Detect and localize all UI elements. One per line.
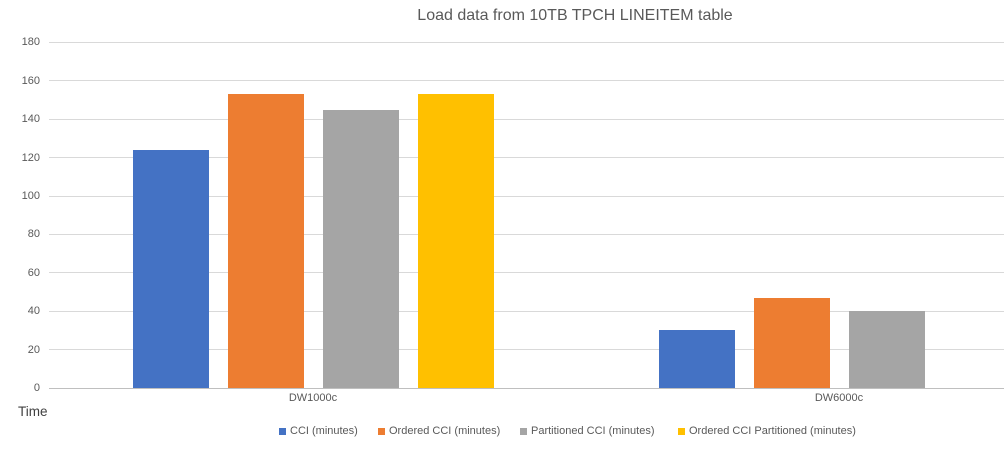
legend-swatch-cci-minutes bbox=[279, 427, 286, 435]
legend-swatch-ordered-cci-partitioned-minutes bbox=[678, 427, 685, 435]
legend-swatch-ordered-cci-minutes bbox=[378, 427, 385, 435]
chart-title: Load data from 10TB TPCH LINEITEM table bbox=[417, 7, 733, 24]
legend-label-partitioned-cci-minutes: Partitioned CCI (minutes) bbox=[531, 425, 655, 437]
gridline-y-160 bbox=[49, 80, 1004, 82]
x-axis-category-label-dw6000c: DW6000c bbox=[814, 392, 864, 404]
y-axis-tick-label-160: 160 bbox=[21, 74, 40, 87]
y-axis-tick-label-60: 60 bbox=[27, 266, 40, 279]
bar-ordered-cci-minutes-dw6000c bbox=[753, 297, 830, 388]
bar-cci-minutes-dw6000c bbox=[658, 330, 735, 388]
y-axis-tick-label-40: 40 bbox=[27, 305, 40, 318]
x-axis-category-label-dw1000c: DW1000c bbox=[288, 392, 338, 404]
y-axis-tick-label-80: 80 bbox=[27, 228, 40, 241]
gridline-y-40 bbox=[49, 310, 1004, 312]
legend-label-cci-minutes: CCI (minutes) bbox=[290, 425, 358, 437]
bar-ordered-cci-partitioned-minutes-dw1000c bbox=[417, 94, 494, 388]
legend-item-ordered-cci-minutes: Ordered CCI (minutes) bbox=[378, 424, 500, 438]
x-axis-line bbox=[49, 387, 1004, 389]
bar-partitioned-cci-minutes-dw1000c bbox=[322, 109, 399, 388]
y-axis-title: Time bbox=[18, 404, 48, 419]
y-axis-tick-label-0: 0 bbox=[33, 382, 40, 394]
gridline-y-120 bbox=[49, 157, 1004, 159]
bar-ordered-cci-minutes-dw1000c bbox=[227, 94, 304, 388]
gridline-y-60 bbox=[49, 272, 1004, 274]
y-axis-tick-label-20: 20 bbox=[27, 343, 40, 356]
legend-item-partitioned-cci-minutes: Partitioned CCI (minutes) bbox=[520, 424, 655, 438]
gridline-y-140 bbox=[49, 118, 1004, 120]
bar-cci-minutes-dw1000c bbox=[132, 149, 209, 388]
gridline-y-180 bbox=[49, 41, 1004, 43]
legend-item-cci-minutes: CCI (minutes) bbox=[279, 424, 358, 438]
gridline-y-80 bbox=[49, 233, 1004, 235]
y-axis-tick-label-120: 120 bbox=[21, 151, 40, 164]
y-axis-tick-label-140: 140 bbox=[21, 113, 40, 126]
legend-item-ordered-cci-partitioned-minutes: Ordered CCI Partitioned (minutes) bbox=[678, 424, 856, 438]
y-axis-tick-label-180: 180 bbox=[21, 36, 40, 49]
gridline-y-20 bbox=[49, 349, 1004, 351]
y-axis-tick-label-100: 100 bbox=[21, 190, 40, 202]
bar-partitioned-cci-minutes-dw6000c bbox=[848, 311, 925, 388]
legend-label-ordered-cci-minutes: Ordered CCI (minutes) bbox=[389, 425, 501, 437]
gridline-y-100 bbox=[49, 195, 1004, 197]
legend-swatch-partitioned-cci-minutes bbox=[520, 427, 527, 435]
legend-label-ordered-cci-partitioned-minutes: Ordered CCI Partitioned (minutes) bbox=[689, 425, 856, 437]
